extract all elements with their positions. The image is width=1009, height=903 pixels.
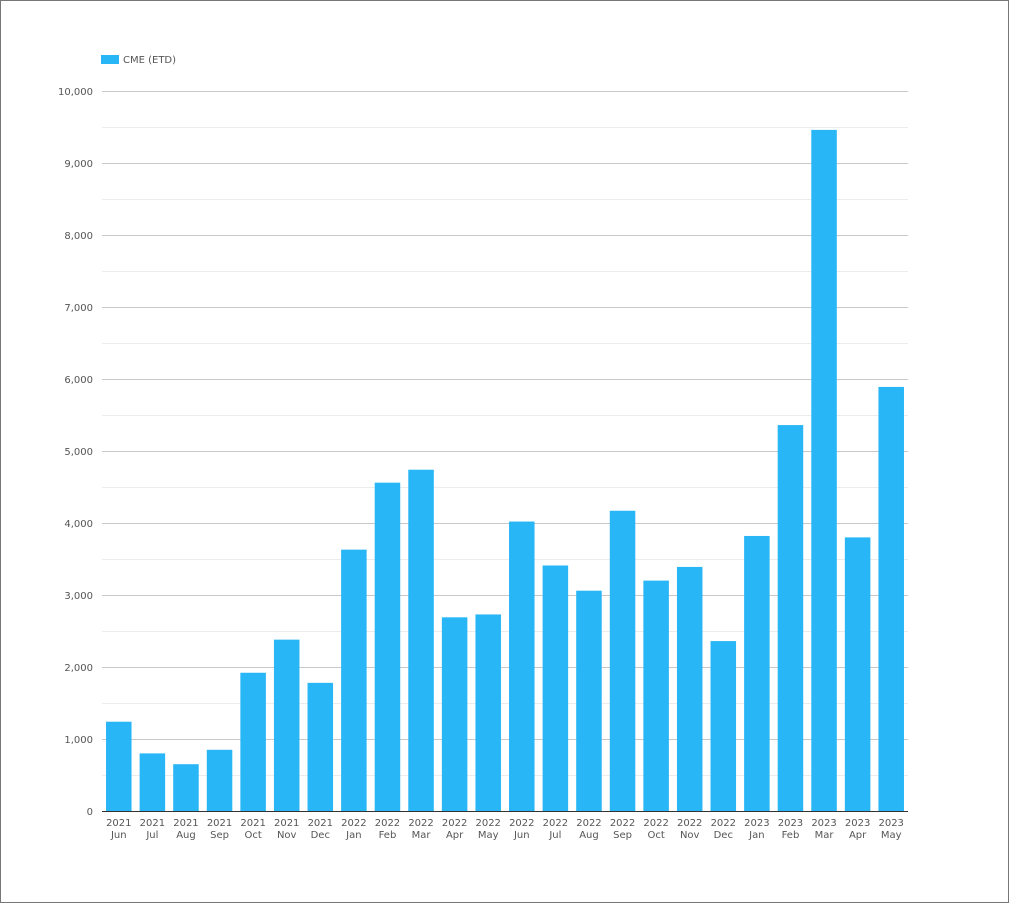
x-tick-year: 2022 (509, 818, 534, 829)
y-tick-label: 3,000 (64, 591, 93, 602)
x-tick-month: Nov (680, 830, 700, 841)
x-tick-month: Jul (145, 830, 158, 841)
x-tick-year: 2022 (341, 818, 366, 829)
x-tick-month: Oct (244, 830, 261, 841)
bar[interactable] (441, 617, 468, 811)
x-tick-month: Apr (446, 830, 464, 841)
bar[interactable] (173, 764, 199, 811)
x-tick-month: Jan (748, 830, 764, 841)
x-tick-year: 2021 (240, 818, 265, 829)
x-tick-month: Mar (815, 830, 835, 841)
x-tick-month: Feb (782, 830, 800, 841)
bar[interactable] (106, 721, 132, 811)
x-tick-month: Jul (548, 830, 561, 841)
x-tick-month: Aug (176, 830, 196, 841)
x-tick-year: 2021 (106, 818, 131, 829)
legend[interactable]: CME (ETD) (101, 55, 176, 66)
x-tick-year: 2022 (610, 818, 635, 829)
bar[interactable] (609, 510, 636, 811)
y-tick-label: 8,000 (64, 231, 93, 242)
x-tick-month: Dec (714, 830, 733, 841)
bar[interactable] (408, 469, 434, 811)
x-tick-year: 2022 (375, 818, 400, 829)
x-tick-month: Apr (849, 830, 867, 841)
x-tick-year: 2021 (173, 818, 198, 829)
x-tick-year: 2021 (274, 818, 299, 829)
x-tick-month: Nov (277, 830, 297, 841)
bar[interactable] (878, 386, 904, 811)
x-tick-year: 2021 (207, 818, 232, 829)
x-tick-year: 2021 (140, 818, 165, 829)
y-tick-label: 10,000 (58, 87, 93, 98)
x-tick-month: Sep (210, 830, 229, 841)
bar[interactable] (643, 580, 669, 811)
legend-label: CME (ETD) (123, 55, 176, 66)
x-tick-year: 2022 (677, 818, 702, 829)
x-tick-year: 2021 (308, 818, 333, 829)
bar[interactable] (509, 521, 535, 811)
bar[interactable] (676, 566, 703, 811)
x-tick-year: 2022 (543, 818, 568, 829)
x-tick-month: Jan (345, 830, 361, 841)
y-tick-label: 0 (87, 807, 93, 818)
x-tick-month: Oct (647, 830, 664, 841)
x-tick-year: 2023 (744, 818, 769, 829)
y-tick-label: 4,000 (64, 519, 93, 530)
y-tick-label: 6,000 (64, 375, 93, 386)
bar[interactable] (744, 535, 770, 811)
x-tick-month: Jun (110, 830, 127, 841)
x-tick-year: 2023 (811, 818, 836, 829)
x-tick-month: Sep (613, 830, 632, 841)
y-tick-label: 5,000 (64, 447, 93, 458)
bar[interactable] (542, 565, 569, 811)
y-tick-label: 2,000 (64, 663, 93, 674)
x-tick-month: May (881, 830, 902, 841)
x-tick-year: 2022 (442, 818, 467, 829)
bar[interactable] (777, 425, 804, 811)
x-tick-month: Dec (311, 830, 330, 841)
x-tick-month: May (478, 830, 499, 841)
bar[interactable] (374, 482, 401, 811)
x-tick-year: 2022 (711, 818, 736, 829)
x-tick-month: Feb (379, 830, 397, 841)
bar[interactable] (307, 682, 334, 811)
bar[interactable] (576, 590, 602, 811)
bar[interactable] (475, 614, 501, 811)
y-tick-label: 7,000 (64, 303, 93, 314)
bar[interactable] (139, 753, 166, 811)
y-tick-label: 9,000 (64, 159, 93, 170)
bar[interactable] (844, 537, 871, 811)
bar[interactable] (240, 672, 266, 811)
x-tick-month: Aug (579, 830, 599, 841)
x-tick-year: 2022 (576, 818, 601, 829)
x-tick-year: 2023 (778, 818, 803, 829)
y-tick-label: 1,000 (64, 735, 93, 746)
x-tick-year: 2022 (475, 818, 500, 829)
legend-swatch (101, 55, 119, 64)
x-tick-year: 2023 (845, 818, 870, 829)
x-tick-year: 2022 (408, 818, 433, 829)
bars (106, 129, 904, 811)
x-tick-month: Mar (412, 830, 432, 841)
axes: 0 1,000 2,000 3,000 4,000 5,000 6,000 7,000 8,00… (58, 87, 908, 841)
x-tick-year: 2023 (878, 818, 903, 829)
x-tick-year: 2022 (643, 818, 668, 829)
x-tick-month: Jun (513, 830, 530, 841)
bar[interactable] (811, 129, 837, 811)
bar[interactable] (710, 641, 737, 811)
bar[interactable] (273, 639, 300, 811)
bar[interactable] (341, 549, 367, 811)
bar[interactable] (206, 749, 233, 811)
gridlines (102, 91, 908, 776)
